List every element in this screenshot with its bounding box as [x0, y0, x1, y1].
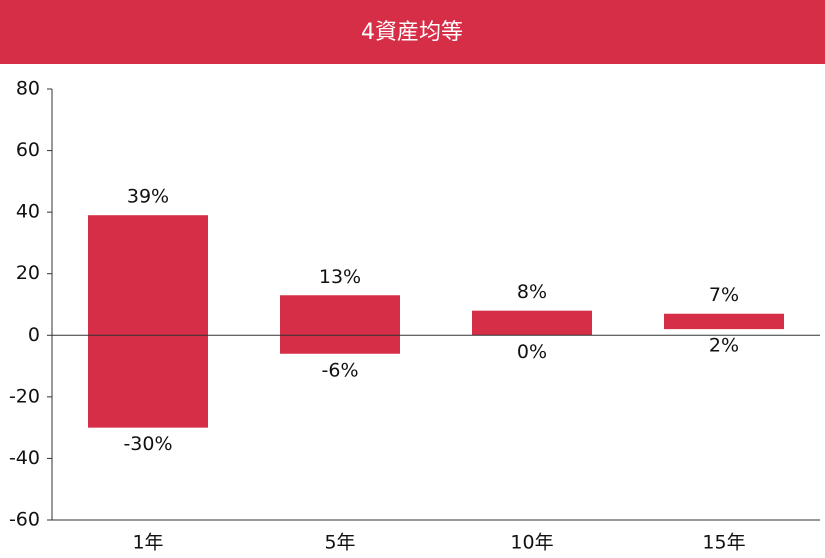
- y-tick-label: 0: [28, 324, 40, 346]
- x-tick-label: 1年: [132, 532, 163, 554]
- title-banner: [0, 0, 825, 64]
- y-tick-label: -40: [9, 447, 40, 469]
- value-label-low: 2%: [709, 335, 739, 357]
- y-tick-label: 60: [16, 139, 40, 161]
- y-tick-label: -20: [9, 385, 40, 407]
- x-tick-label: 10年: [510, 532, 553, 554]
- x-tick-label: 5年: [324, 532, 355, 554]
- value-label-high: 39%: [127, 186, 169, 208]
- bar: [472, 310, 592, 336]
- y-tick-label: 20: [16, 262, 40, 284]
- value-label-low: -6%: [322, 359, 359, 381]
- value-label-low: 0%: [517, 341, 547, 363]
- x-tick-label: 15年: [702, 532, 745, 554]
- value-label-low: -30%: [123, 433, 172, 455]
- value-label-high: 13%: [319, 266, 361, 288]
- y-tick-label: 80: [16, 78, 40, 100]
- value-label-high: 8%: [517, 281, 547, 303]
- bar: [664, 313, 784, 330]
- value-label-high: 7%: [709, 284, 739, 306]
- chart-title: 4資産均等: [361, 20, 463, 45]
- bar: [280, 295, 400, 354]
- y-tick-label: -60: [9, 509, 40, 531]
- y-tick-label: 40: [16, 201, 40, 223]
- bar: [88, 215, 208, 428]
